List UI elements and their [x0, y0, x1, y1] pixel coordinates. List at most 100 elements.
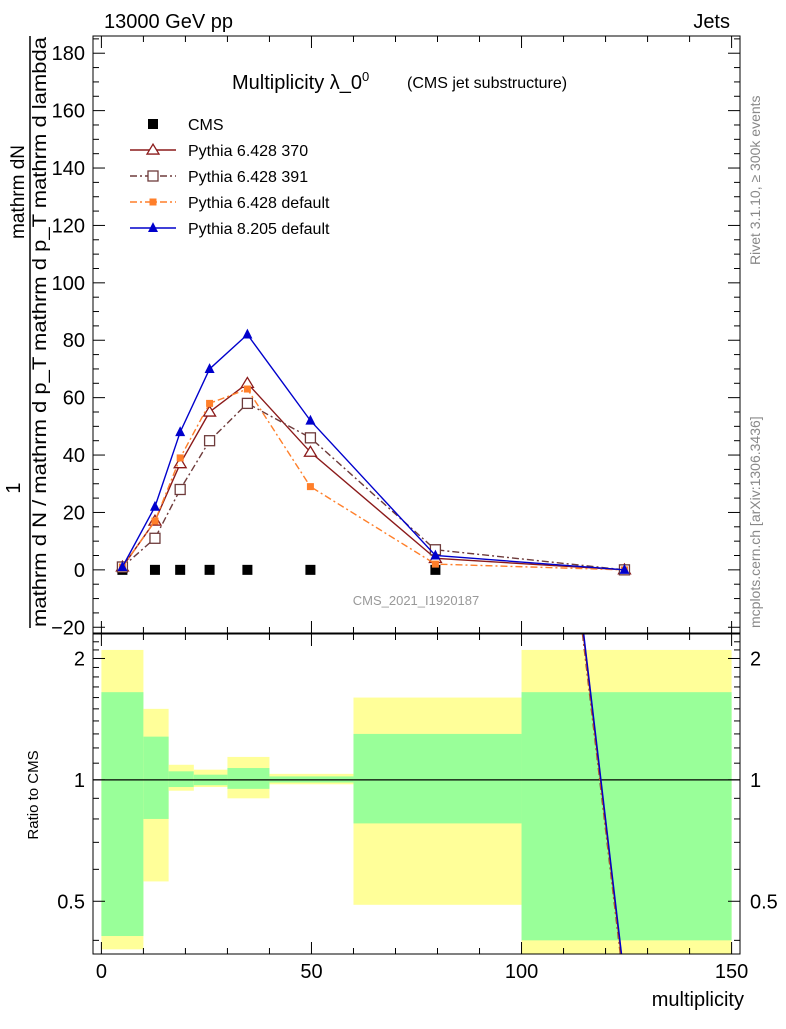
ratio-panel: 0.5 0.5 1 1 2 2 0 50 100 150 Ratio to CMS multipl… — [25, 633, 778, 1011]
legend-marker — [147, 170, 159, 182]
ratio-y-tick-label: 0.5 — [57, 891, 85, 913]
ratio-series-pythia-8-205-default — [583, 633, 623, 955]
data-point — [149, 532, 161, 544]
uncertainty-band-green — [101, 692, 144, 937]
main-panel: −20 0 20 40 60 80 100 120 140 160 180 Multiplicity… — [3, 35, 741, 639]
uncertainty-band-green — [353, 733, 522, 824]
legend-item: Pythia 6.428 391 — [130, 169, 308, 186]
y-tick-label: 100 — [52, 273, 85, 295]
legend-label: Pythia 6.428 391 — [188, 169, 308, 186]
data-point — [241, 397, 254, 410]
title-superscript: 0 — [362, 69, 369, 84]
ratio-y-axis-title: Ratio to CMS — [25, 750, 42, 839]
legend-label: CMS — [188, 117, 224, 134]
series-line — [121, 333, 625, 571]
uncertainty-band-green — [168, 771, 194, 788]
data-point — [203, 435, 216, 447]
x-tick-label: 50 — [300, 961, 322, 983]
uncertainty-band-green — [143, 736, 169, 819]
svg-text:Multiplicity λ_00: Multiplicity λ_00 — [232, 69, 369, 94]
data-point — [306, 483, 314, 491]
series-line — [121, 402, 625, 571]
x-tick-label: 0 — [96, 961, 107, 983]
data-point — [175, 426, 186, 437]
ratio-y-tick-label-right: 2 — [750, 648, 761, 670]
data-point — [305, 564, 316, 575]
y-tick-label: 160 — [52, 101, 85, 123]
data-point — [303, 445, 318, 457]
title-text: Multiplicity λ_0 — [232, 72, 362, 94]
analysis-watermark: CMS_2021_I1920187 — [353, 593, 480, 608]
y-tick-label: 180 — [52, 43, 85, 65]
y-tick-label: 120 — [52, 215, 85, 237]
data-point — [304, 432, 317, 444]
rivet-version-label: Rivet 3.1.10, ≥ 300k events — [747, 95, 763, 265]
ratio-y-tick-label: 2 — [74, 648, 85, 670]
uncertainty-band-green — [521, 692, 732, 941]
y-title-denominator: mathrm d N / mathrm d p_T mathrm d p_T m… — [30, 37, 51, 627]
data-point — [206, 399, 214, 407]
legend-label: Pythia 8.205 default — [188, 221, 330, 238]
data-point — [176, 454, 184, 462]
legend-marker — [148, 119, 158, 129]
data-point — [117, 561, 128, 572]
data-point — [151, 517, 159, 525]
title-subtitle: (CMS jet substructure) — [407, 75, 567, 92]
main-frame — [92, 35, 741, 634]
x-axis-title: multiplicity — [652, 989, 744, 1011]
main-y-axis-title: 1 mathrm dN mathrm d N / mathrm d p_T ma… — [3, 36, 51, 628]
legend-marker — [149, 198, 157, 206]
y-title-one: 1 — [3, 482, 25, 493]
data-point — [149, 564, 160, 575]
data-point — [242, 328, 253, 339]
series-cms — [117, 564, 630, 575]
series-line — [121, 388, 625, 571]
data-point — [305, 414, 316, 425]
legend-item: Pythia 8.205 default — [130, 221, 330, 238]
data-point — [242, 564, 253, 575]
data-point — [204, 363, 215, 373]
data-point — [175, 564, 186, 575]
y-tick-label: 140 — [52, 158, 85, 180]
legend-label: Pythia 6.428 default — [188, 195, 330, 212]
y-title-numerator: mathrm dN — [8, 145, 29, 239]
legend-item: Pythia 6.428 default — [130, 195, 330, 212]
data-point — [430, 564, 441, 575]
series-pythia-6-428-391 — [116, 397, 631, 576]
ratio-frame — [92, 633, 741, 955]
series-pythia-8-205-default — [117, 328, 630, 574]
uncertainty-band-green — [227, 768, 270, 789]
y-tick-label: 80 — [63, 330, 85, 352]
data-point — [430, 549, 441, 560]
legend-item: CMS — [148, 117, 224, 134]
data-point — [243, 385, 251, 393]
y-tick-label: 40 — [63, 445, 85, 467]
series-line — [121, 382, 625, 571]
category-label: Jets — [693, 11, 730, 33]
y-tick-label: 0 — [74, 560, 85, 582]
y-tick-label: 20 — [63, 502, 85, 524]
series-pythia-6-428-default — [118, 385, 628, 574]
data-point — [431, 560, 439, 568]
legend-marker — [148, 222, 158, 233]
x-tick-label: 100 — [505, 961, 538, 983]
energy-label: 13000 GeV pp — [104, 11, 233, 33]
main-title: Multiplicity λ_00 (CMS jet substructure) — [232, 69, 567, 94]
mcplots-source-label: mcplots.cern.ch [arXiv:1306.3436] — [747, 416, 763, 628]
legend-marker — [145, 142, 161, 155]
data-point — [204, 564, 215, 575]
y-tick-label: 60 — [63, 388, 85, 410]
y-tick-label: −20 — [51, 617, 85, 639]
data-point — [619, 564, 630, 574]
data-point — [202, 404, 217, 417]
ratio-y-tick-label: 1 — [74, 770, 85, 792]
series-pythia-6-428-370 — [115, 376, 632, 575]
data-point — [174, 483, 186, 496]
legend-label: Pythia 6.428 370 — [188, 143, 308, 160]
data-point — [149, 500, 160, 511]
legend-item: Pythia 6.428 370 — [130, 142, 308, 160]
ratio-y-tick-label-right: 0.5 — [750, 891, 778, 913]
legend: CMS Pythia 6.428 370 Pythia 6.428 391 Pythi… — [130, 117, 330, 238]
ratio-y-tick-label-right: 1 — [750, 770, 761, 792]
